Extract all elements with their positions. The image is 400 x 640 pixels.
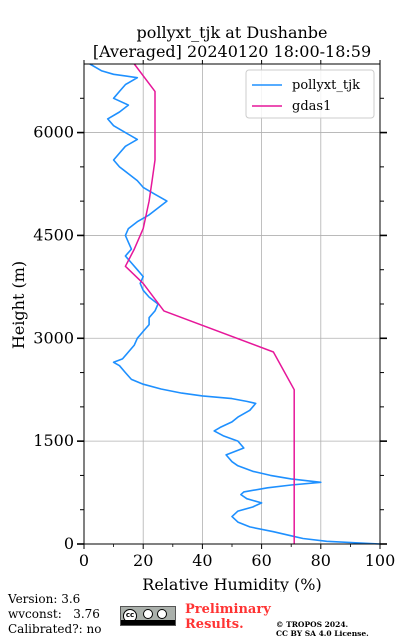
chart-subtitle: [Averaged] 20240120 18:00-18:59 <box>93 42 371 61</box>
processing-info: Version: 3.6 wvconst: 3.76 Calibrated?: … <box>8 592 101 637</box>
y-tick-label: 6000 <box>33 123 74 142</box>
wvconst-text: wvconst: 3.76 <box>8 607 100 621</box>
copyright-line-1: © TROPOS 2024. <box>276 620 349 629</box>
x-tick-label: 40 <box>192 551 212 570</box>
y-tick-label: 1500 <box>33 431 74 450</box>
badge-strip <box>121 620 175 625</box>
plot-frame <box>83 63 381 545</box>
x-tick-label: 100 <box>365 551 396 570</box>
y-axis-label: Height (m) <box>9 261 28 349</box>
y-tick-label: 0 <box>64 534 74 553</box>
x-tick-label: 60 <box>251 551 271 570</box>
version-text: Version: 3.6 <box>8 592 81 606</box>
copyright-notice: © TROPOS 2024. CC BY SA 4.0 License. <box>276 620 369 638</box>
attribution-icon <box>143 609 153 619</box>
legend-label: pollyxt_tjk <box>292 78 360 93</box>
y-tick-label: 4500 <box>33 225 74 244</box>
calibrated-text: Calibrated?: no <box>8 622 102 636</box>
x-axis-label: Relative Humidity (%) <box>142 575 321 592</box>
axes: 0 20 40 60 80 100 0 1500 3000 4500 6000 <box>33 60 395 570</box>
preliminary-notice: Preliminary Results. <box>185 602 271 632</box>
legend: pollyxt_tjk gdas1 <box>245 69 375 119</box>
series-line-pollyxt_tjk <box>89 63 381 545</box>
chart-title: pollyxt_tjk at Dushanbe <box>136 23 327 42</box>
grid <box>84 64 380 544</box>
x-tick-label: 0 <box>79 551 89 570</box>
series-line-gdas1 <box>124 63 295 544</box>
humidity-profile-chart: pollyxt_tjk at Dushanbe [Averaged] 20240… <box>9 23 395 592</box>
copyright-line-2: CC BY SA 4.0 License. <box>276 629 369 638</box>
legend-label: gdas1 <box>292 99 331 114</box>
series-layer <box>89 63 381 545</box>
x-tick-label: 20 <box>133 551 153 570</box>
cc-license-badge: cc <box>120 606 176 626</box>
share-alike-icon <box>157 609 167 619</box>
preliminary-line-1: Preliminary <box>185 602 271 617</box>
x-tick-label: 80 <box>311 551 331 570</box>
preliminary-line-2: Results. <box>185 617 244 632</box>
y-tick-label: 3000 <box>33 328 74 347</box>
